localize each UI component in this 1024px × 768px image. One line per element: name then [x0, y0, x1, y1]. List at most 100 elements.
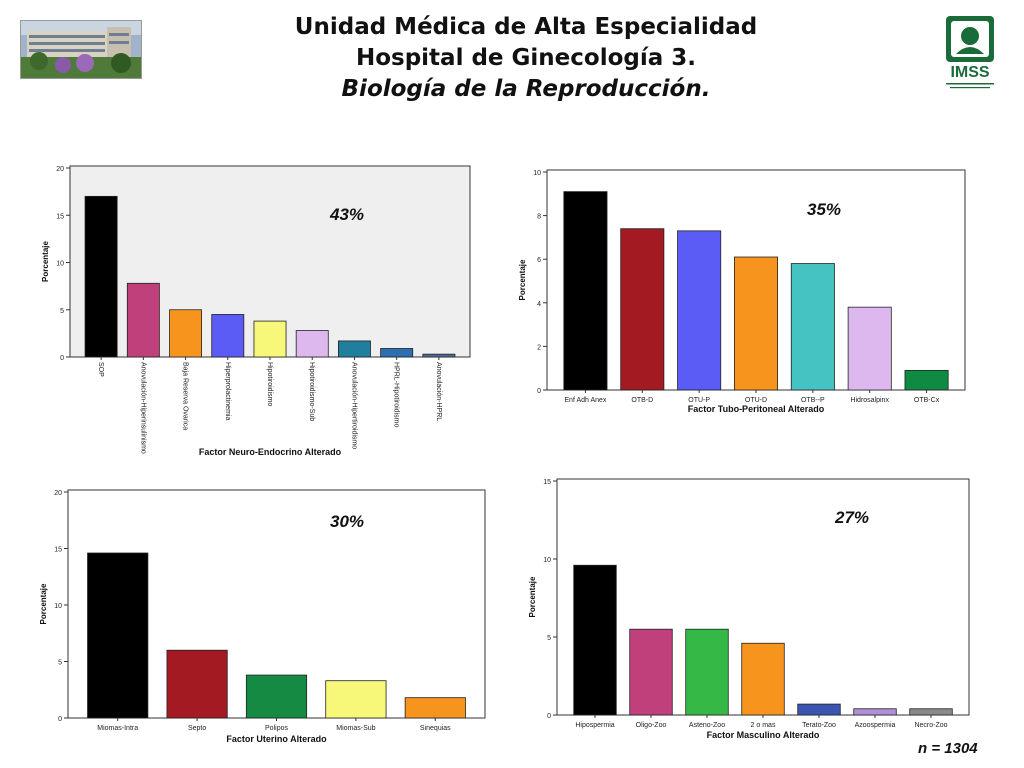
bar-asteno-zoo	[685, 628, 729, 716]
y-tick-label: 0	[547, 713, 551, 720]
bar-2-o-mas	[741, 642, 785, 716]
bar-hidrosalpinx	[847, 306, 892, 391]
masculino-chart-svg: 0 5 10 15 Porcentaje Hipospermia Oligo-Zoo Aste…	[528, 478, 970, 740]
x-tick-label: Anovulación-Hiperinsulinismo	[139, 362, 146, 454]
y-tick-label: 15	[54, 547, 62, 554]
chart-masculino: 0 5 10 15 Porcentaje Hipospermia Oligo-Zoo Aste…	[515, 475, 975, 745]
x-tick-label: OTB-Cx	[914, 397, 940, 404]
bar-necro-zoo	[909, 708, 953, 716]
y-tick-label: 20	[54, 490, 62, 497]
bar-miomas-intra	[87, 552, 149, 719]
x-tick-label: Miomas-Intra	[97, 725, 138, 732]
percent-annotation: 35%	[807, 200, 841, 219]
y-tick-label: 20	[56, 166, 64, 173]
x-tick-label: Hiperprolactinemia	[224, 362, 231, 420]
bar-baja-reserva-ovarica	[169, 309, 202, 358]
x-tick-label: OTB-D	[631, 397, 653, 404]
x-tick-label: Necro-Zoo	[914, 722, 947, 729]
bar-otb-cx	[904, 369, 949, 391]
bar-otu-p	[677, 230, 722, 391]
hospital-building-photo	[20, 20, 142, 79]
bar-hprl-hipotiroidismo	[380, 348, 414, 358]
y-tick-label: 5	[58, 660, 62, 667]
header-line-1: Unidad Médica de Alta Especialidad	[294, 14, 758, 40]
bar-hipotiroidismo-sub	[295, 330, 329, 358]
x-tick-label: Anovulación-Hipertiroidismo	[350, 362, 357, 449]
bar-anovulaci-n-hiperinsulinismo	[126, 282, 160, 358]
x-tick-label: Sinequias	[420, 725, 451, 732]
imss-logo-text: IMSS	[950, 64, 989, 81]
x-axis-label: Factor Masculino Alterado	[707, 730, 820, 740]
y-tick-label: 4	[537, 301, 541, 308]
bar-sinequias	[404, 697, 466, 719]
y-tick-label: 15	[543, 479, 551, 486]
x-tick-label: OTB--P	[801, 397, 825, 404]
page-header: Unidad Médica de Alta Especialidad Hospi…	[230, 12, 822, 105]
x-tick-label: Hipospermia	[575, 722, 614, 729]
y-tick-label: 10	[56, 261, 64, 268]
x-tick-label: Hidrosalpinx	[850, 397, 889, 404]
x-tick-label: Enf Adh Anex	[564, 397, 607, 404]
x-tick-label: Anovulación-HPRL	[435, 362, 442, 421]
bar-polipos	[245, 674, 308, 719]
percent-annotation: 43%	[329, 205, 364, 224]
percent-annotation: 30%	[330, 512, 364, 531]
chart-tubo-peritoneal: 0 2 4 6 8 10 Porcentaje Enf Adh Anex OTB-D OTU-P O…	[515, 160, 975, 420]
y-axis-label: Porcentaje	[518, 259, 527, 300]
y-tick-label: 6	[537, 257, 541, 264]
x-tick-label: Septo	[188, 725, 206, 732]
x-tick-label: OTU-D	[745, 397, 767, 404]
bar-miomas-sub	[325, 680, 387, 719]
bar-hipospermia	[573, 564, 617, 716]
x-axis-label: Factor Uterino Alterado	[226, 734, 327, 744]
bar-anovulaci-n-hprl	[422, 353, 456, 358]
bar-otb-d	[620, 228, 665, 391]
uterino-chart-svg: 0 5 10 15 20 Porcentaje Miomas-Intra Septo Polip…	[39, 489, 486, 744]
bar-terato-zoo	[797, 703, 841, 716]
bar-sop	[84, 195, 118, 358]
bar-anovulaci-n-hipertiroidismo	[337, 340, 371, 358]
x-tick-label: Hipotiroidismo	[266, 362, 273, 406]
x-tick-label: Hipotiroidismo-Sub	[308, 362, 315, 421]
y-tick-label: 10	[543, 557, 551, 564]
bar-otu-d	[733, 256, 779, 391]
chart-neuro-endocrino: 0 5 10 15 20 Porcentaje SOP Anovulación-Hiperin…	[30, 160, 490, 460]
bar-septo	[166, 649, 228, 719]
percent-annotation: 27%	[834, 508, 869, 527]
y-axis-label: Porcentaje	[528, 576, 537, 617]
bar-enf-adh-anex	[563, 191, 608, 391]
x-tick-label: HPRL-Hipotiroidismo	[393, 362, 400, 427]
x-axis-label: Factor Neuro-Endocrino Alterado	[199, 447, 342, 457]
y-axis-label: Porcentaje	[41, 240, 50, 281]
y-tick-label: 10	[54, 603, 62, 610]
tubo-chart-svg: 0 2 4 6 8 10 Porcentaje Enf Adh Anex OTB-D OTU-P O…	[518, 169, 966, 414]
x-tick-label: Asteno-Zoo	[689, 722, 725, 729]
bar-oligo-zoo	[629, 628, 673, 716]
x-tick-label: SOP	[97, 362, 104, 377]
bar-hipotiroidismo	[253, 320, 287, 358]
x-tick-label: Oligo-Zoo	[636, 722, 667, 729]
y-tick-label: 5	[547, 635, 551, 642]
chart-uterino: 0 5 10 15 20 Porcentaje Miomas-Intra Septo Polip…	[30, 485, 490, 745]
x-tick-label: Baja Reserva Ovarica	[182, 362, 189, 430]
y-tick-label: 2	[537, 344, 541, 351]
x-tick-label: Azoospermia	[855, 722, 896, 729]
neuro-chart-svg: 0 5 10 15 20 Porcentaje SOP Anovulación-Hiperin…	[41, 165, 471, 457]
y-tick-label: 5	[60, 308, 64, 315]
sample-size-label: n = 1304	[918, 740, 978, 757]
header-line-2: Hospital de Ginecología 3.	[355, 45, 697, 71]
y-tick-label: 8	[537, 214, 541, 221]
y-tick-label: 0	[58, 716, 62, 723]
bar-hiperprolactinemia	[211, 314, 245, 358]
x-tick-label: OTU-P	[688, 397, 710, 404]
header-line-3: Biología de la Reproducción.	[341, 76, 711, 102]
x-tick-label: Terato-Zoo	[802, 722, 836, 729]
x-axis-label: Factor Tubo-Peritoneal Alterado	[688, 404, 825, 414]
x-tick-label: Polipos	[265, 725, 288, 732]
y-tick-label: 0	[60, 355, 64, 362]
y-tick-label: 0	[537, 388, 541, 395]
x-tick-label: Miomas-Sub	[336, 725, 375, 732]
y-axis-label: Porcentaje	[39, 583, 48, 624]
bar-otb-p	[790, 263, 835, 391]
bar-azoospermia	[853, 708, 897, 716]
